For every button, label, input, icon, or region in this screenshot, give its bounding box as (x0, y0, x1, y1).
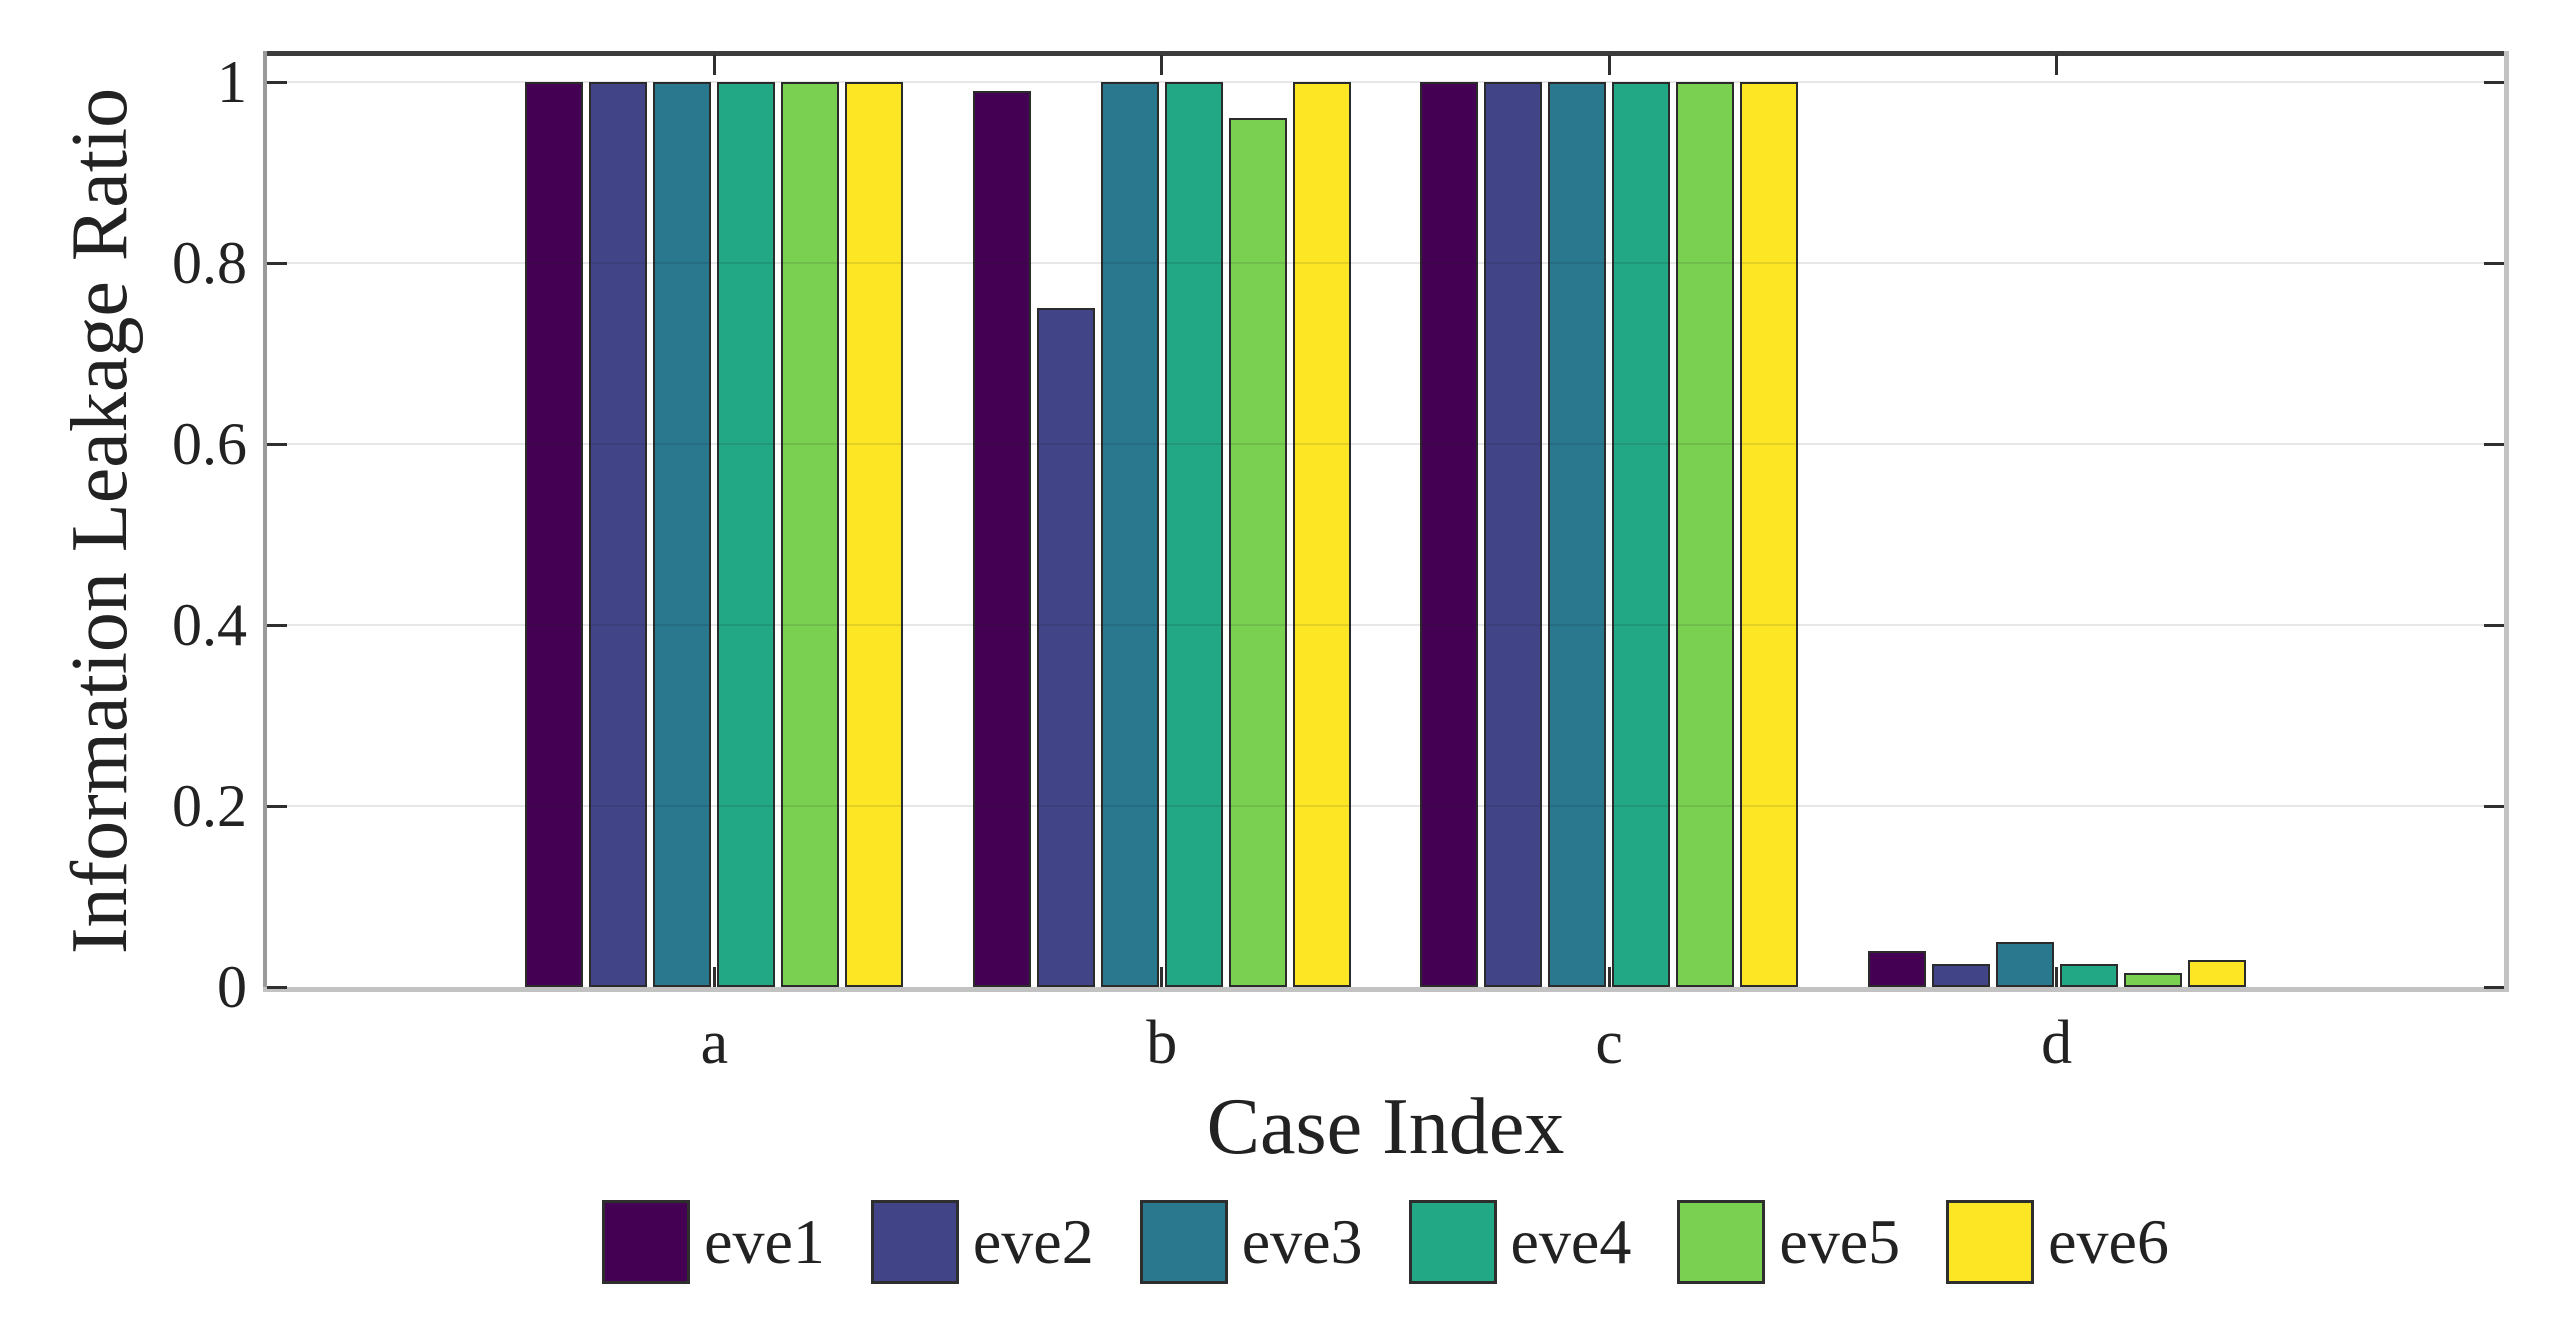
x-axis-label: Case Index (1206, 1083, 1565, 1171)
x-tick-bottom-d (2055, 967, 2059, 987)
legend-swatch-eve4 (1408, 1200, 1497, 1284)
legend-label-eve2: eve2 (972, 1206, 1094, 1277)
y-tick-left-0.8 (267, 261, 287, 265)
x-tick-bottom-c (1607, 967, 1611, 987)
legend-item-eve1: eve1 (602, 1200, 825, 1284)
bar-eve6-d (2187, 959, 2246, 987)
legend-swatch-eve3 (1139, 1200, 1228, 1284)
bar-eve3-c (1548, 82, 1607, 987)
y-tick-left-0.2 (267, 804, 287, 808)
x-tick-top-b (1160, 55, 1164, 75)
legend-item-eve2: eve2 (870, 1200, 1094, 1284)
y-tick-label-0.2: 0.2 (172, 773, 247, 840)
y-tick-left-0 (267, 985, 287, 989)
bar-eve5-d (2123, 973, 2182, 987)
bar-eve2-d (1931, 964, 1990, 987)
y-tick-left-1 (267, 80, 287, 84)
y-tick-label-0.4: 0.4 (172, 592, 247, 659)
legend-label-eve1: eve1 (704, 1206, 825, 1277)
bar-eve5-a (781, 82, 840, 987)
y-tick-left-0.4 (267, 623, 287, 627)
gridline-y-0.2 (267, 805, 2504, 808)
y-tick-right-1 (2484, 80, 2504, 84)
y-tick-label-0: 0 (217, 954, 247, 1020)
category-label-b: b (1146, 1009, 1178, 1077)
plot-border-bottom (263, 987, 2509, 992)
y-tick-left-0.6 (267, 442, 287, 446)
legend-item-eve3: eve3 (1139, 1200, 1363, 1284)
bar-eve2-b (1036, 308, 1095, 987)
y-tick-right-0.8 (2484, 261, 2504, 265)
bar-eve1-b (972, 91, 1031, 987)
bar-eve6-c (1740, 82, 1799, 987)
legend-label-eve6: eve6 (2048, 1206, 2169, 1277)
plot-area (263, 51, 2509, 992)
y-tick-label-1: 1 (217, 49, 247, 116)
bar-eve3-d (1995, 941, 2054, 987)
y-tick-right-0.6 (2484, 442, 2504, 446)
bar-eve6-a (845, 82, 904, 987)
bar-eve2-c (1484, 82, 1543, 987)
category-label-d: d (2041, 1009, 2073, 1077)
bar-eve5-c (1676, 82, 1735, 987)
y-tick-label-0.6: 0.6 (172, 411, 247, 478)
legend-swatch-eve1 (602, 1200, 691, 1284)
gridline-y-0.8 (267, 262, 2504, 265)
gridline-y-0.6 (267, 443, 2504, 446)
x-tick-top-d (2055, 55, 2059, 75)
y-tick-label-0.8: 0.8 (172, 230, 247, 297)
y-tick-right-0 (2484, 985, 2504, 989)
x-tick-bottom-a (712, 967, 716, 987)
bar-eve1-c (1420, 82, 1479, 987)
bar-eve4-b (1164, 82, 1223, 987)
category-label-a: a (700, 1009, 729, 1077)
bar-eve4-a (717, 82, 776, 987)
legend-swatch-eve5 (1677, 1200, 1766, 1284)
legend-label-eve5: eve5 (1779, 1206, 1901, 1277)
bar-eve1-a (525, 82, 584, 987)
y-tick-right-0.4 (2484, 623, 2504, 627)
legend-item-eve4: eve4 (1408, 1200, 1632, 1284)
bar-eve2-a (589, 82, 648, 987)
plot-border-right (2504, 51, 2509, 992)
legend-item-eve5: eve5 (1677, 1200, 1900, 1284)
category-label-c: c (1595, 1009, 1623, 1077)
legend-swatch-eve2 (870, 1200, 959, 1284)
x-tick-bottom-b (1160, 967, 1164, 987)
y-axis-label: Information Leakage Ratio (56, 87, 144, 955)
y-tick-right-0.2 (2484, 804, 2504, 808)
legend-item-eve6: eve6 (1946, 1200, 2169, 1284)
x-tick-top-a (712, 55, 716, 75)
legend-label-eve4: eve4 (1510, 1206, 1632, 1277)
legend-swatch-eve6 (1946, 1200, 2035, 1284)
bar-eve3-b (1100, 82, 1159, 987)
x-tick-top-c (1607, 55, 1611, 75)
legend: eve1 eve2 eve3 eve4 eve5 eve6 (267, 1200, 2504, 1284)
gridline-y-0.4 (267, 624, 2504, 627)
plot-border-top (263, 51, 2509, 56)
bar-eve4-d (2059, 964, 2118, 987)
bar-eve6-b (1292, 82, 1351, 987)
bar-eve1-d (1867, 950, 1926, 987)
bar-eve3-a (653, 82, 712, 987)
bar-eve5-b (1228, 118, 1287, 987)
gridline-y-1 (267, 81, 2504, 84)
bar-eve4-c (1612, 82, 1671, 987)
legend-label-eve3: eve3 (1241, 1206, 1363, 1277)
plot-border-left (263, 51, 267, 992)
